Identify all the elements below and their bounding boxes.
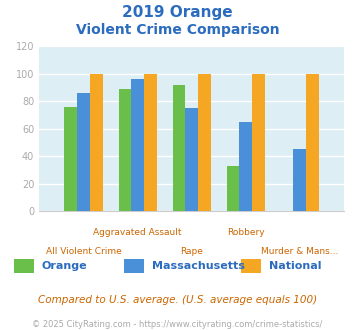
Bar <box>252 74 265 211</box>
Bar <box>239 122 252 211</box>
Bar <box>65 107 77 211</box>
Text: Rape: Rape <box>180 248 203 256</box>
Text: Robbery: Robbery <box>227 228 264 237</box>
Bar <box>173 85 185 211</box>
Text: 2019 Orange: 2019 Orange <box>122 5 233 20</box>
Text: Massachusetts: Massachusetts <box>152 261 245 271</box>
Bar <box>119 89 131 211</box>
Text: Murder & Mans...: Murder & Mans... <box>261 248 339 256</box>
Bar <box>306 74 319 211</box>
Bar <box>185 108 198 211</box>
Text: Violent Crime Comparison: Violent Crime Comparison <box>76 23 279 37</box>
Bar <box>144 74 157 211</box>
Text: Orange: Orange <box>42 261 87 271</box>
Bar <box>131 79 144 211</box>
Bar <box>90 74 103 211</box>
Bar <box>294 149 306 211</box>
Bar <box>227 166 239 211</box>
Bar <box>198 74 211 211</box>
Text: © 2025 CityRating.com - https://www.cityrating.com/crime-statistics/: © 2025 CityRating.com - https://www.city… <box>32 320 323 329</box>
Text: Aggravated Assault: Aggravated Assault <box>93 228 182 237</box>
Bar <box>77 93 90 211</box>
Text: Compared to U.S. average. (U.S. average equals 100): Compared to U.S. average. (U.S. average … <box>38 295 317 305</box>
Text: All Violent Crime: All Violent Crime <box>46 248 121 256</box>
Text: National: National <box>269 261 321 271</box>
